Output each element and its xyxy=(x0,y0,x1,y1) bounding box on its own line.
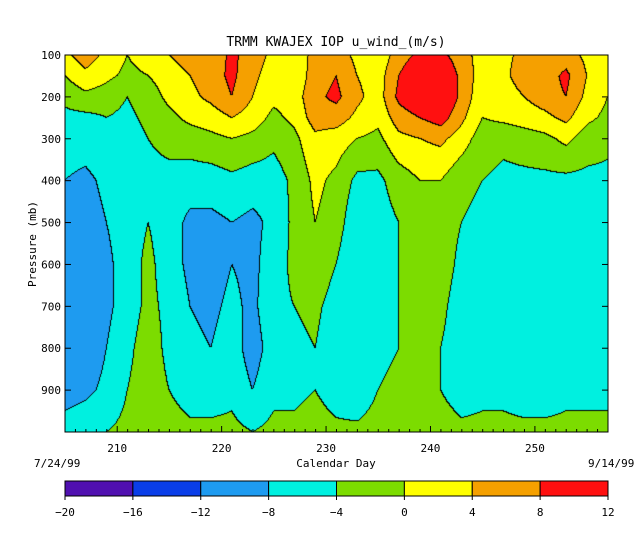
x-axis: 210 220 230 240 250 xyxy=(74,426,599,455)
colorbar-tick-label: −16 xyxy=(123,506,143,519)
end-date-label: 9/14/99 xyxy=(588,457,634,470)
colorbar-tick-label: 0 xyxy=(401,506,408,519)
x-tick-label: 250 xyxy=(525,442,545,455)
colorbar-tick-label: −8 xyxy=(262,506,275,519)
colorbar-swatch xyxy=(64,480,134,497)
y-tick-label: 800 xyxy=(41,342,61,355)
colorbar-swatch xyxy=(471,480,541,497)
plot-area xyxy=(64,54,609,433)
colorbar-swatch xyxy=(403,480,473,497)
x-tick-label: 230 xyxy=(316,442,336,455)
colorbar-tick-label: −12 xyxy=(191,506,211,519)
colorbar-tick-label: −20 xyxy=(55,506,75,519)
y-tick-label: 300 xyxy=(41,133,61,146)
start-date-label: 7/24/99 xyxy=(34,457,80,470)
y-tick-label: 900 xyxy=(41,384,61,397)
colorbar-swatch xyxy=(336,480,405,497)
y-tick-label: 600 xyxy=(41,258,61,271)
y-axis: 100 200 300 400 500 600 700 800 900 xyxy=(41,49,608,397)
colorbar-swatch xyxy=(268,480,337,497)
colorbar: −20 −16 −12 −8 −4 0 4 8 12 xyxy=(55,480,615,519)
colorbar-swatch xyxy=(200,480,270,497)
x-tick-label: 220 xyxy=(212,442,232,455)
y-tick-label: 500 xyxy=(41,217,61,230)
colorbar-swatch xyxy=(132,480,202,497)
x-tick-label: 210 xyxy=(107,442,127,455)
colorbar-tick-label: 4 xyxy=(469,506,476,519)
x-tick-label: 240 xyxy=(421,442,441,455)
x-axis-label: Calendar Day xyxy=(296,457,376,470)
y-tick-label: 400 xyxy=(41,175,61,188)
y-tick-label: 200 xyxy=(41,91,61,104)
y-tick-label: 100 xyxy=(41,49,61,62)
colorbar-swatch xyxy=(539,480,609,497)
chart-title: TRMM KWAJEX IOP u_wind_(m/s) xyxy=(226,35,445,50)
colorbar-tick-label: 8 xyxy=(537,506,544,519)
y-axis-label: Pressure (mb) xyxy=(26,201,39,287)
u-wind-contour-field xyxy=(65,55,608,432)
colorbar-tick-label: 12 xyxy=(601,506,614,519)
y-tick-label: 700 xyxy=(41,300,61,313)
colorbar-tick-label: −4 xyxy=(330,506,344,519)
